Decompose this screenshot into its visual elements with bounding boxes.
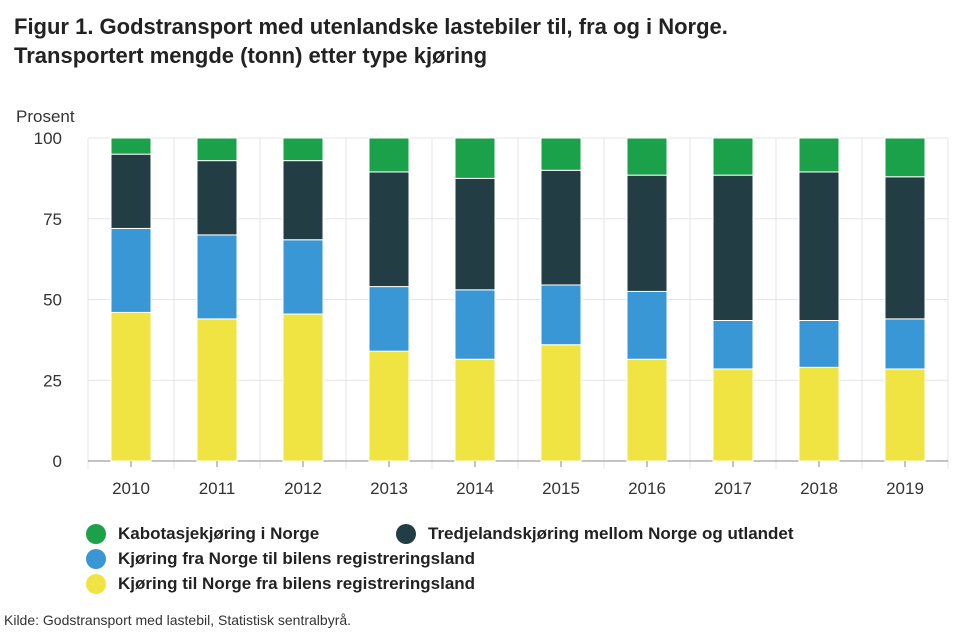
bar-segment xyxy=(884,176,926,320)
bar-segment xyxy=(712,137,754,176)
bar-segment xyxy=(798,171,840,321)
bar-segment xyxy=(282,239,324,315)
bar-segment xyxy=(884,318,926,370)
bar-segment xyxy=(798,137,840,173)
bar-segment xyxy=(368,137,410,173)
bar-segment xyxy=(884,368,926,462)
legend-item-til-norge: Kjøring til Norge fra bilens registrerin… xyxy=(86,574,475,594)
bar-segment xyxy=(110,227,152,313)
chart-title: Figur 1. Godstransport med utenlandske l… xyxy=(14,12,944,70)
legend-swatch-kabotasje xyxy=(86,524,106,544)
bar-segment xyxy=(626,174,668,292)
legend-item-tredjeland: Tredjelandskjøring mellom Norge og utlan… xyxy=(396,524,794,544)
bar-segment xyxy=(196,137,238,162)
bar-segment xyxy=(626,290,668,360)
legend-label-fra-norge: Kjøring fra Norge til bilens registrerin… xyxy=(118,549,476,568)
legend-label-kabotasje: Kabotasjekjøring i Norge xyxy=(118,524,320,543)
source-note: Kilde: Godstransport med lastebil, Stati… xyxy=(4,612,352,628)
bar-segment xyxy=(712,319,754,370)
x-tick-label: 2014 xyxy=(456,479,494,498)
bar-segment xyxy=(540,344,582,462)
bar-segment xyxy=(798,319,840,368)
chart-title-line-1: Figur 1. Godstransport med utenlandske l… xyxy=(14,14,728,39)
x-tick-label: 2018 xyxy=(800,479,838,498)
chart-title-line-2: Transportert mengde (tonn) etter type kj… xyxy=(14,43,488,68)
bar-segment xyxy=(368,286,410,352)
bar-segment xyxy=(798,366,840,462)
legend-label-til-norge: Kjøring til Norge fra bilens registrerin… xyxy=(118,574,476,593)
y-tick-label: 75 xyxy=(43,210,62,229)
y-tick-label: 50 xyxy=(43,291,62,310)
y-tick-label: 100 xyxy=(34,129,62,148)
bar-segment xyxy=(110,153,152,229)
bar-segment xyxy=(540,169,582,286)
bar-segment xyxy=(368,350,410,462)
legend-swatch-til-norge xyxy=(86,574,106,594)
bar-segment xyxy=(540,284,582,346)
bar-segment xyxy=(110,137,152,155)
legend-item-kabotasje: Kabotasjekjøring i Norge xyxy=(86,524,319,544)
bar-segment xyxy=(196,234,238,320)
y-tick-label: 0 xyxy=(53,452,62,471)
legend-label-tredjeland: Tredjelandskjøring mellom Norge og utlan… xyxy=(428,524,794,543)
bar-segment xyxy=(110,311,152,462)
legend-swatch-tredjeland xyxy=(396,524,416,544)
x-tick-label: 2015 xyxy=(542,479,580,498)
bar-segment xyxy=(712,368,754,462)
x-tick-label: 2013 xyxy=(370,479,408,498)
bar-segment xyxy=(282,313,324,462)
bar-segment xyxy=(454,137,496,179)
bar-segment xyxy=(368,171,410,288)
bar-segment xyxy=(196,318,238,462)
bar-segment xyxy=(454,358,496,462)
bar-segment xyxy=(626,358,668,462)
x-tick-label: 2016 xyxy=(628,479,666,498)
bar-segment xyxy=(454,177,496,291)
legend-swatch-fra-norge xyxy=(86,549,106,569)
bar-segment xyxy=(540,137,582,171)
bar-segment xyxy=(884,137,926,178)
bar-segment xyxy=(626,137,668,176)
bar-segment xyxy=(282,137,324,162)
y-tick-label: 25 xyxy=(43,371,62,390)
bar-segment xyxy=(196,160,238,236)
stacked-bar-chart: 0 25 50 75 100 Prosent 2010 2011 2012 2013 2014 201… xyxy=(16,107,949,498)
x-tick-label: 2012 xyxy=(284,479,322,498)
x-tick-label: 2017 xyxy=(714,479,752,498)
bar-segment xyxy=(712,174,754,321)
x-tick-label: 2011 xyxy=(199,479,236,498)
bar-segment xyxy=(282,160,324,241)
x-tick-label: 2010 xyxy=(112,479,150,498)
bar-segment xyxy=(454,289,496,360)
legend-item-fra-norge: Kjøring fra Norge til bilens registrerin… xyxy=(86,549,475,569)
x-tick-label: 2019 xyxy=(886,479,924,498)
y-axis-label: Prosent xyxy=(16,107,75,126)
